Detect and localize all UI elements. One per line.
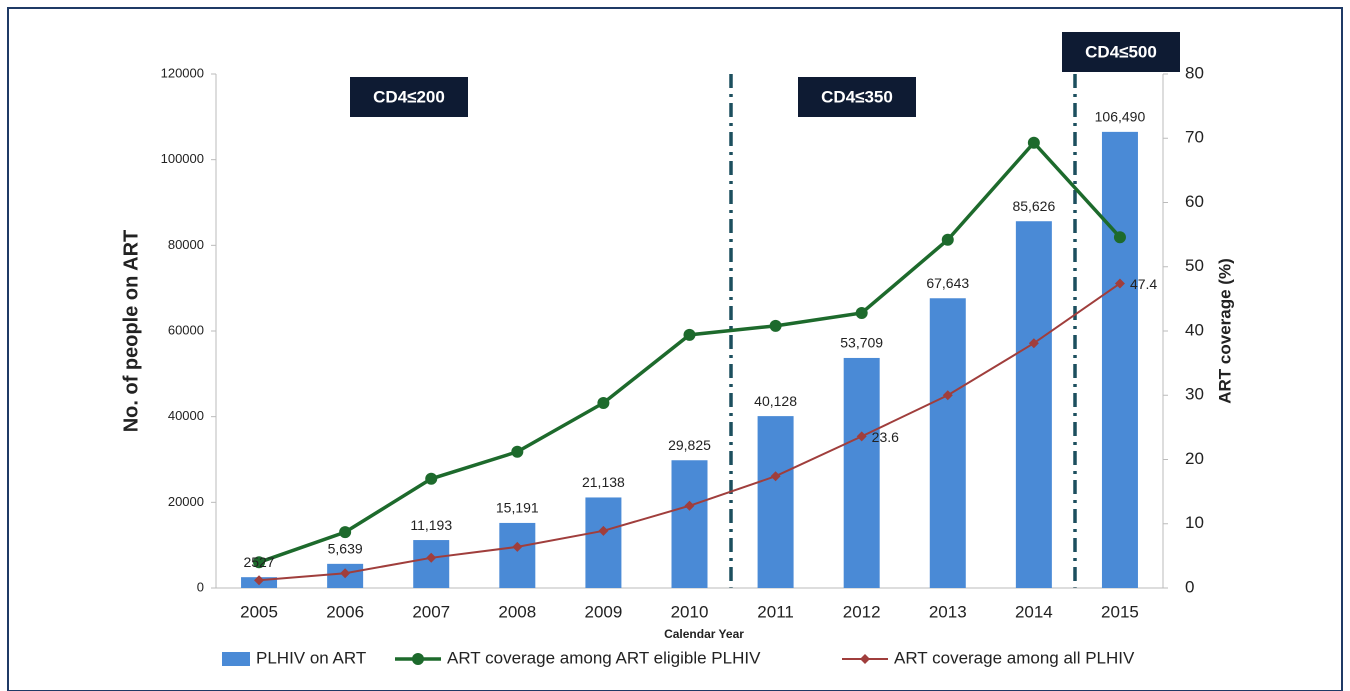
marker bbox=[598, 525, 609, 536]
marker bbox=[340, 568, 351, 579]
y2-tick-label: 70 bbox=[1185, 128, 1204, 147]
y2-tick-label: 30 bbox=[1185, 385, 1204, 404]
y-tick-label: 120000 bbox=[161, 65, 204, 80]
marker bbox=[1114, 278, 1125, 289]
y2-tick-label: 80 bbox=[1185, 63, 1204, 82]
marker bbox=[770, 471, 781, 482]
bar bbox=[585, 497, 622, 588]
bar bbox=[1101, 131, 1138, 588]
legend-label: ART coverage among ART eligible PLHIV bbox=[447, 648, 761, 667]
bar bbox=[413, 540, 450, 588]
x-tick-label: 2010 bbox=[671, 602, 709, 621]
marker bbox=[1028, 338, 1039, 349]
legend-label: ART coverage among all PLHIV bbox=[894, 648, 1135, 667]
marker bbox=[941, 233, 954, 246]
marker bbox=[253, 556, 266, 569]
y-tick-label: 40000 bbox=[168, 408, 204, 423]
marker bbox=[856, 431, 867, 442]
value-label: 5,639 bbox=[328, 541, 363, 557]
legend-swatch bbox=[222, 652, 250, 666]
x-tick-label: 2008 bbox=[498, 602, 536, 621]
marker bbox=[597, 396, 610, 409]
x-tick-label: 2012 bbox=[843, 602, 881, 621]
x-tick-label: 2015 bbox=[1101, 602, 1139, 621]
annotation: CD4≤350 bbox=[821, 87, 893, 106]
y-tick-label: 60000 bbox=[168, 322, 204, 337]
value-label: 21,138 bbox=[582, 474, 625, 490]
y-tick-label: 100000 bbox=[161, 151, 204, 166]
value-label: 15,191 bbox=[496, 500, 539, 516]
marker bbox=[1113, 231, 1126, 244]
x-tick-label: 2005 bbox=[240, 602, 278, 621]
y2-tick-label: 10 bbox=[1185, 513, 1204, 532]
value-label: 47.4 bbox=[1130, 276, 1157, 292]
marker bbox=[683, 328, 696, 341]
x-tick-label: 2009 bbox=[584, 602, 622, 621]
marker bbox=[855, 307, 868, 320]
marker bbox=[511, 445, 524, 458]
y2-tick-label: 50 bbox=[1185, 256, 1204, 275]
bar bbox=[929, 298, 966, 588]
legend-marker bbox=[412, 653, 424, 665]
x-axis-label: Calendar Year bbox=[664, 627, 744, 641]
x-tick-label: 2006 bbox=[326, 602, 364, 621]
bar bbox=[757, 416, 794, 588]
y2-tick-label: 20 bbox=[1185, 449, 1204, 468]
marker bbox=[426, 552, 437, 563]
marker bbox=[339, 526, 352, 539]
marker bbox=[684, 500, 695, 511]
bar bbox=[671, 460, 708, 588]
y-tick-label: 20000 bbox=[168, 494, 204, 509]
y2-tick-label: 60 bbox=[1185, 192, 1204, 211]
y2-tick-label: 0 bbox=[1185, 577, 1194, 596]
value-label: 11,193 bbox=[410, 517, 452, 533]
legend-marker bbox=[860, 654, 870, 664]
marker bbox=[254, 575, 265, 586]
marker bbox=[425, 472, 438, 485]
y2-axis-label: ART coverage (%) bbox=[1215, 258, 1234, 403]
y-tick-label: 0 bbox=[197, 579, 204, 594]
value-label: 53,709 bbox=[840, 335, 883, 351]
x-tick-label: 2014 bbox=[1015, 602, 1053, 621]
marker bbox=[512, 541, 523, 552]
value-label: 23.6 bbox=[872, 429, 899, 445]
annotation-box bbox=[798, 77, 916, 117]
x-tick-label: 2013 bbox=[929, 602, 967, 621]
value-label: 67,643 bbox=[926, 275, 969, 291]
x-tick-label: 2007 bbox=[412, 602, 450, 621]
annotation-box bbox=[350, 77, 468, 117]
bar bbox=[843, 357, 880, 588]
marker bbox=[769, 319, 782, 332]
frame bbox=[7, 7, 1343, 691]
annotation: CD4≤500 bbox=[1085, 42, 1157, 61]
annotation: CD4≤200 bbox=[373, 87, 445, 106]
value-label: 40,128 bbox=[754, 393, 797, 409]
value-label: 2527 bbox=[243, 554, 274, 570]
marker bbox=[1027, 136, 1040, 149]
value-label: 29,825 bbox=[668, 437, 711, 453]
bar bbox=[499, 522, 536, 588]
y-axis-label: No. of people on ART bbox=[120, 230, 142, 433]
y-tick-label: 80000 bbox=[168, 237, 204, 252]
marker bbox=[942, 390, 953, 401]
x-tick-label: 2011 bbox=[757, 602, 794, 621]
value-label: 85,626 bbox=[1012, 198, 1055, 214]
bar bbox=[1015, 221, 1052, 589]
legend-label: PLHIV on ART bbox=[256, 648, 366, 667]
y2-tick-label: 40 bbox=[1185, 320, 1204, 339]
value-label: 106,490 bbox=[1095, 109, 1146, 125]
annotation-box bbox=[1062, 32, 1180, 72]
